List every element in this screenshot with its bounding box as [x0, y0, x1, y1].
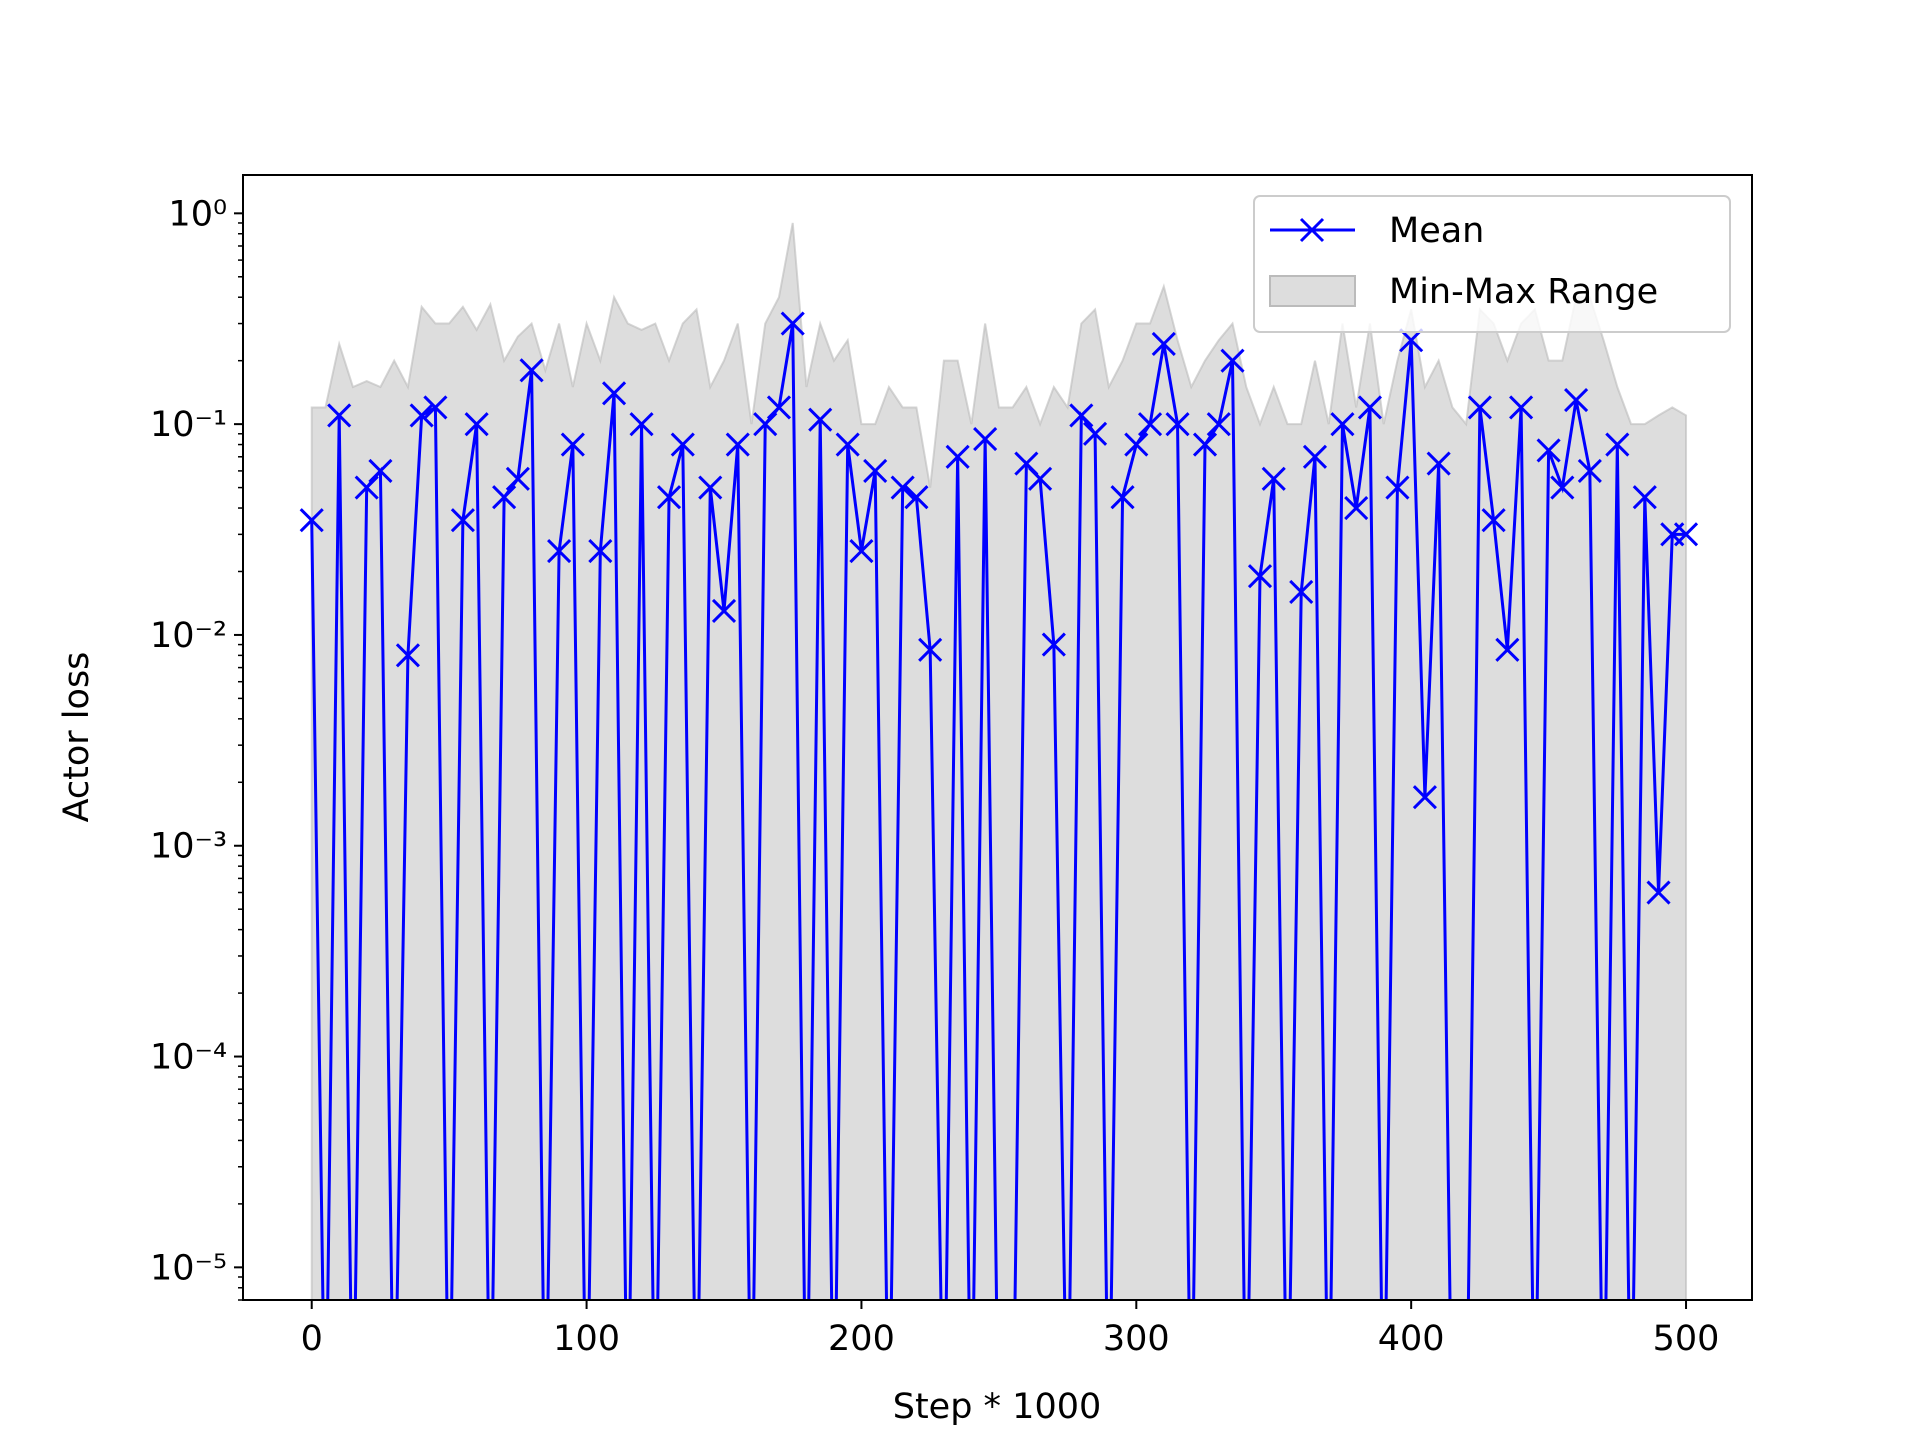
marker	[547, 538, 572, 564]
y-tick-label: 10⁻²	[150, 616, 227, 656]
legend-marker	[1299, 217, 1325, 243]
marker	[1083, 421, 1108, 446]
marker	[1220, 348, 1245, 373]
y-tick-label: 10⁰	[168, 194, 227, 234]
marker	[670, 432, 695, 457]
y-tick-label: 10⁻⁵	[150, 1248, 227, 1288]
marker	[1632, 485, 1657, 510]
x-tick-label: 0	[301, 1319, 323, 1359]
y-tick-label: 10⁻⁴	[150, 1038, 227, 1078]
axes-frame	[242, 174, 1753, 1301]
marker	[1412, 785, 1437, 810]
marker	[588, 538, 613, 564]
marker	[464, 412, 489, 437]
marker	[1509, 395, 1534, 420]
marker	[395, 643, 420, 668]
marker	[766, 395, 792, 420]
marker	[1467, 395, 1492, 420]
x-tick-label: 200	[828, 1319, 895, 1359]
marker	[918, 637, 943, 662]
marker	[1192, 432, 1218, 457]
marker	[780, 311, 805, 336]
marker	[492, 485, 517, 510]
marker	[450, 508, 475, 533]
marker	[1344, 495, 1369, 521]
marker	[1137, 412, 1163, 437]
marker	[1124, 432, 1149, 457]
marker	[1069, 403, 1094, 428]
marker	[1261, 466, 1286, 491]
marker	[1247, 564, 1273, 589]
legend-label: Min-Max Range	[1389, 272, 1658, 312]
x-tick-label: 500	[1653, 1319, 1720, 1359]
marker	[1536, 438, 1561, 463]
mean-line	[310, 323, 1687, 1300]
marker	[423, 395, 448, 420]
marker	[354, 475, 379, 500]
marker	[863, 458, 888, 483]
marker	[560, 432, 585, 457]
legend: Mean Min-Max Range	[1253, 195, 1731, 333]
marker	[1495, 637, 1520, 662]
marker	[725, 432, 750, 457]
marker	[519, 358, 544, 383]
marker	[1564, 388, 1589, 413]
marker	[602, 381, 627, 406]
marker	[1605, 432, 1630, 457]
marker	[368, 458, 393, 483]
marker	[629, 412, 654, 437]
marker	[904, 485, 929, 510]
legend-box	[1253, 195, 1731, 333]
marker	[409, 403, 434, 428]
legend-patch	[1269, 275, 1356, 307]
marker	[1550, 475, 1575, 500]
marker	[1330, 412, 1355, 437]
marker	[1673, 522, 1699, 547]
marker	[1151, 331, 1176, 357]
x-tick-label: 400	[1378, 1319, 1445, 1359]
marker	[890, 475, 915, 500]
marker	[1385, 475, 1410, 500]
y-axis-label: Actor loss	[57, 652, 97, 823]
marker	[1289, 579, 1314, 604]
marker	[299, 508, 324, 533]
marker	[1426, 451, 1451, 476]
y-tick-label: 10⁻¹	[150, 405, 227, 445]
marker	[973, 426, 998, 452]
marker	[808, 407, 833, 432]
marker	[505, 466, 530, 491]
marker	[1481, 508, 1506, 533]
marker	[1577, 458, 1602, 483]
marker	[1041, 632, 1066, 657]
marker	[711, 598, 737, 623]
x-axis-label: Step * 1000	[893, 1387, 1102, 1427]
marker	[1028, 466, 1053, 491]
marker	[656, 485, 682, 510]
marker	[1302, 444, 1328, 469]
marker	[1646, 880, 1671, 905]
marker	[945, 444, 970, 469]
marker	[835, 432, 860, 457]
marker	[1206, 412, 1231, 437]
marker	[1357, 395, 1383, 420]
marker	[1110, 485, 1135, 510]
x-tick-label: 300	[1103, 1319, 1170, 1359]
y-tick-label: 10⁻³	[150, 827, 227, 867]
marker	[753, 412, 778, 437]
marker	[1165, 412, 1190, 437]
legend-label: Mean	[1389, 211, 1484, 251]
plot-area	[299, 222, 1699, 1300]
marker	[849, 538, 874, 564]
x-tick-label: 100	[553, 1319, 620, 1359]
marker	[327, 403, 352, 428]
marker	[698, 475, 723, 500]
